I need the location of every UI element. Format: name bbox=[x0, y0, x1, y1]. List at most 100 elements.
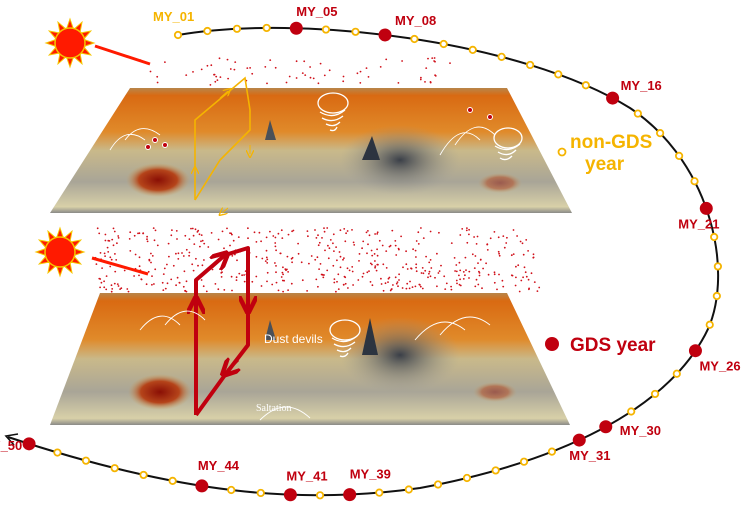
gds-year-marker bbox=[688, 344, 702, 358]
dust-particle bbox=[226, 58, 229, 61]
dust-particle bbox=[496, 288, 498, 291]
dust-particle bbox=[538, 286, 541, 289]
dust-particle bbox=[127, 290, 130, 293]
dust-particle bbox=[376, 233, 379, 235]
dust-particle bbox=[415, 263, 418, 266]
dust-particle bbox=[220, 276, 223, 278]
dust-particle bbox=[359, 70, 362, 73]
dust-particle bbox=[493, 273, 496, 276]
non-gds-year-marker bbox=[439, 39, 448, 49]
year-label: MY_41 bbox=[286, 469, 327, 484]
non-gds-year-marker bbox=[712, 291, 721, 301]
dust-particle bbox=[154, 268, 157, 271]
dust-particle bbox=[458, 261, 461, 264]
crater bbox=[478, 173, 522, 193]
dust-particle bbox=[497, 236, 500, 239]
dust-particle bbox=[306, 290, 308, 292]
dust-particle bbox=[358, 260, 360, 262]
dust-particle bbox=[297, 242, 299, 245]
dust-particle bbox=[443, 275, 446, 278]
dust-devil-icon bbox=[493, 127, 523, 161]
gds-year-marker bbox=[22, 437, 36, 451]
non-gds-year-marker bbox=[321, 25, 331, 34]
dust-particle bbox=[200, 68, 203, 71]
dust-particle bbox=[151, 275, 153, 277]
dust-particle bbox=[351, 229, 353, 231]
non-gds-year-marker bbox=[433, 480, 443, 489]
dust-particle bbox=[129, 231, 132, 234]
dust-particle bbox=[468, 233, 470, 236]
dust-particle bbox=[422, 237, 425, 240]
dust-particle bbox=[378, 239, 381, 242]
dust-particle bbox=[275, 265, 277, 267]
dust-particle bbox=[110, 258, 113, 261]
dust-particle bbox=[190, 227, 192, 230]
dust-particle bbox=[243, 274, 246, 276]
dust-particle bbox=[171, 229, 173, 232]
dust-particle bbox=[113, 282, 116, 285]
dust-particle bbox=[219, 76, 222, 78]
dust-particle bbox=[321, 237, 323, 239]
dust-particle bbox=[290, 282, 293, 285]
dust-particle bbox=[182, 285, 185, 288]
dust-particle bbox=[320, 273, 323, 276]
dust-particle bbox=[188, 251, 191, 254]
dust-particle bbox=[175, 284, 178, 287]
non-gds-year-marker bbox=[656, 129, 665, 138]
dust-particles-sparse bbox=[139, 57, 451, 86]
year-label: MY_16 bbox=[621, 78, 662, 93]
dust-particle bbox=[510, 274, 513, 277]
dust-particle bbox=[498, 252, 500, 255]
dust-particle bbox=[380, 283, 383, 285]
dust-particle bbox=[210, 232, 213, 234]
dust-particle bbox=[473, 236, 475, 238]
dust-particle bbox=[112, 227, 115, 230]
dust-particle bbox=[105, 275, 108, 277]
dust-particle bbox=[445, 282, 448, 285]
dust-particle bbox=[459, 278, 461, 281]
dust-particle bbox=[397, 82, 400, 84]
dust-particle bbox=[436, 252, 438, 255]
dust-particle bbox=[277, 289, 280, 292]
year-label: MY_05 bbox=[296, 4, 337, 19]
dust-particle bbox=[505, 242, 508, 244]
dust-particle bbox=[307, 235, 309, 238]
dust-particle bbox=[287, 233, 290, 236]
dust-particle bbox=[255, 241, 258, 243]
dust-particle bbox=[532, 253, 535, 256]
dust-particle bbox=[382, 289, 385, 292]
dust-particle bbox=[397, 285, 399, 288]
panel-non-gds bbox=[50, 57, 572, 213]
dust-particle bbox=[476, 235, 479, 238]
dust-particle bbox=[464, 274, 466, 277]
dust-particle bbox=[247, 237, 249, 240]
dust-particle bbox=[428, 272, 430, 275]
dust-particle bbox=[285, 81, 288, 84]
dust-particle bbox=[359, 82, 362, 84]
dust-particle bbox=[398, 279, 400, 281]
dust-particle bbox=[324, 249, 326, 252]
dust-particle bbox=[274, 242, 277, 244]
dust-particle bbox=[138, 274, 140, 277]
dust-particle bbox=[114, 270, 117, 273]
dust-particle bbox=[352, 284, 354, 286]
dust-particle bbox=[309, 66, 311, 68]
dust-particle bbox=[120, 287, 123, 290]
dust-particle bbox=[223, 289, 226, 291]
dust-particle bbox=[462, 278, 465, 280]
non-gds-year-marker bbox=[710, 232, 719, 242]
non-gds-year-marker bbox=[404, 485, 413, 494]
year-label: MY_31 bbox=[569, 448, 610, 463]
dust-particle bbox=[512, 229, 515, 231]
non-gds-year-marker bbox=[315, 491, 325, 500]
dust-particle bbox=[412, 248, 414, 251]
dust-particle bbox=[246, 67, 249, 69]
dust-particle bbox=[337, 273, 340, 276]
dust-particle bbox=[153, 239, 156, 242]
dust-particle bbox=[184, 234, 187, 237]
dust-particle bbox=[527, 278, 530, 281]
dust-particle bbox=[281, 279, 284, 282]
dust-particle bbox=[274, 66, 277, 69]
dust-particle bbox=[116, 283, 119, 285]
dust-particle bbox=[468, 277, 470, 279]
